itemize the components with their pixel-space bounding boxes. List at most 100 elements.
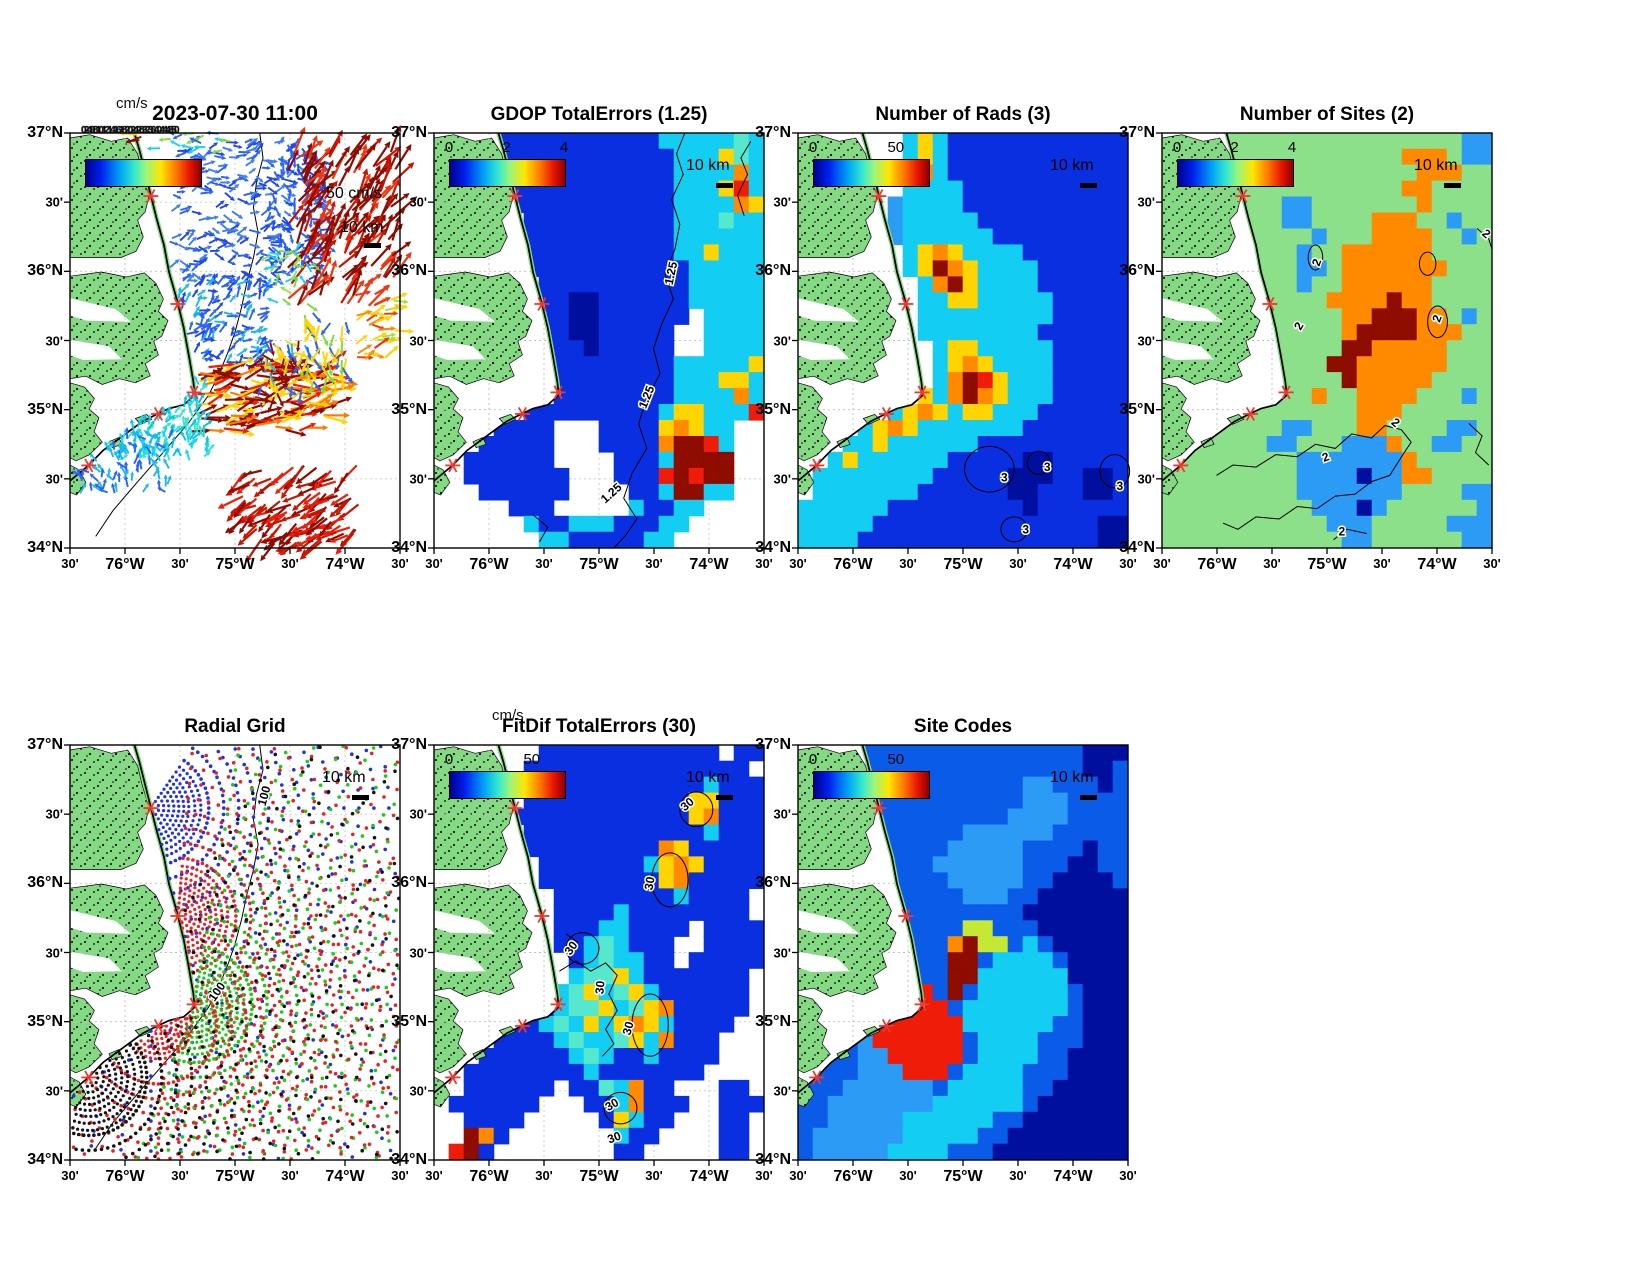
radar-site-marker <box>1173 458 1189 473</box>
radar-site-marker <box>898 297 914 311</box>
contour-label: 30 <box>620 1020 637 1037</box>
radar-site-marker <box>809 458 825 473</box>
radar-site-marker <box>514 407 530 421</box>
colorbar <box>85 159 202 187</box>
radar-site-marker <box>186 997 202 1012</box>
contour-label: 2 <box>1339 525 1346 539</box>
y-tick-label: 30' <box>45 945 63 960</box>
x-tick-label: 30' <box>425 556 443 571</box>
axis-tick-marks <box>792 132 1129 554</box>
radar-site-marker <box>878 1019 894 1033</box>
radial-dots-site-1 <box>71 744 398 1161</box>
contour-line <box>603 1091 638 1125</box>
radar-site-marker <box>170 297 186 311</box>
x-tick-label: 30' <box>281 556 299 571</box>
panel-site-codes: Site Codes 37°N 30' 36°N 30' 35°N 30' 34°N 30' 7… <box>755 716 1137 1185</box>
x-tick-label: 30' <box>171 1168 189 1183</box>
radial-dots-site-5 <box>71 745 401 1161</box>
colorbar-tick-label: 50 <box>887 139 905 156</box>
contour-line <box>631 993 669 1057</box>
colorbar-tick-label: 2 <box>1230 139 1239 156</box>
x-tick-label: 30' <box>755 1168 773 1183</box>
x-tick-label: 76°W <box>833 556 873 573</box>
radar-site-marker <box>507 801 523 816</box>
x-tick-label: 30' <box>535 1168 553 1183</box>
y-tick-label: 37°N <box>27 736 63 753</box>
y-tick-label: 34°N <box>1119 539 1155 556</box>
radar-site-marker <box>1262 297 1278 311</box>
x-tick-label: 75°W <box>1307 556 1347 573</box>
panel-radial-grid: Radial Grid 100 100 37°N 30' 36°N 30' 35°N 30' 3… <box>27 716 409 1185</box>
coastline <box>1161 132 1288 482</box>
radar-site-marker <box>514 1019 530 1033</box>
y-tick-label: 30' <box>773 1083 791 1099</box>
panel-number-of-rads: Number of Rads (3) 3 3 3 3 37°N 30' 36°N 30' 35°… <box>755 104 1137 573</box>
contour-line <box>565 932 600 965</box>
contour-label: 3 <box>1022 523 1029 537</box>
contour-line <box>1333 528 1367 541</box>
colorbar-tick-label: 0 <box>444 751 454 768</box>
panel-title: 2023-07-30 11:00 <box>152 102 318 125</box>
y-tick-label: 30' <box>45 471 63 487</box>
contour-label: 3 <box>1001 471 1008 485</box>
radar-site-marker <box>878 407 894 421</box>
y-tick-label: 30' <box>773 194 791 210</box>
radar-site-marker <box>150 407 166 421</box>
axis-tick-marks <box>428 132 765 554</box>
speed-scale-label: 50 cm/s <box>326 185 383 202</box>
distance-scale-bar <box>1444 183 1461 188</box>
x-tick-label: 75°W <box>579 556 619 573</box>
radar-site-marker <box>143 189 159 204</box>
x-tick-label: 30' <box>1009 1168 1027 1183</box>
radar-site-marker <box>871 189 887 204</box>
x-tick-label: 30' <box>535 556 553 571</box>
radar-site-marker <box>81 458 97 473</box>
contour-line <box>613 132 686 549</box>
y-tick-label: 30' <box>409 945 427 960</box>
colorbar <box>449 771 566 799</box>
x-tick-label: 30' <box>61 1168 79 1183</box>
y-tick-label: 30' <box>773 945 791 960</box>
y-tick-label: 36°N <box>27 262 63 280</box>
panel-title: Number of Rads (3) <box>875 104 1051 125</box>
radar-sites <box>809 801 930 1085</box>
radar-site-marker <box>534 297 550 311</box>
y-tick-label: 34°N <box>391 1151 427 1168</box>
contour-line <box>1216 425 1412 530</box>
y-tick-label: 37°N <box>391 124 427 141</box>
radar-site-marker <box>150 1019 166 1033</box>
colorbar-units-label: cm/s <box>116 95 148 112</box>
y-tick-label: 34°N <box>755 539 791 556</box>
y-tick-label: 37°N <box>391 736 427 753</box>
y-tick-label: 35°N <box>27 400 63 418</box>
distance-scale-label: 10 km <box>686 157 730 174</box>
radar-sites <box>445 189 566 473</box>
x-tick-label: 30' <box>1373 556 1391 571</box>
contour-line <box>565 933 579 953</box>
heatmap-cells <box>448 744 765 1161</box>
contour-line <box>1099 454 1131 489</box>
x-tick-label: 30' <box>1263 556 1281 571</box>
contour-line <box>1476 228 1493 250</box>
x-tick-label: 76°W <box>833 1168 873 1185</box>
contour-line <box>737 141 752 217</box>
contour-line <box>1026 450 1051 476</box>
y-tick-label: 30' <box>45 333 63 348</box>
radar-site-marker <box>871 801 887 816</box>
radar-site-marker <box>1242 407 1258 421</box>
x-tick-label: 74°W <box>1053 1168 1093 1185</box>
panel-surface-currents: 2023-07-30 11:00 37°N 30' 36°N 30' 35°N 30' 34… <box>27 95 418 573</box>
radar-sites <box>1173 189 1294 473</box>
radar-site-marker <box>81 1070 97 1085</box>
colorbar-tick-label: 0 <box>808 751 818 768</box>
distance-scale-bar <box>1080 795 1097 800</box>
contour-line <box>679 791 714 828</box>
y-tick-label: 30' <box>773 471 791 487</box>
land-areas <box>69 134 169 496</box>
x-tick-label: 30' <box>789 1168 807 1183</box>
radar-site-marker <box>534 909 550 923</box>
x-tick-label: 30' <box>1119 1168 1137 1183</box>
coastline <box>797 744 924 1094</box>
